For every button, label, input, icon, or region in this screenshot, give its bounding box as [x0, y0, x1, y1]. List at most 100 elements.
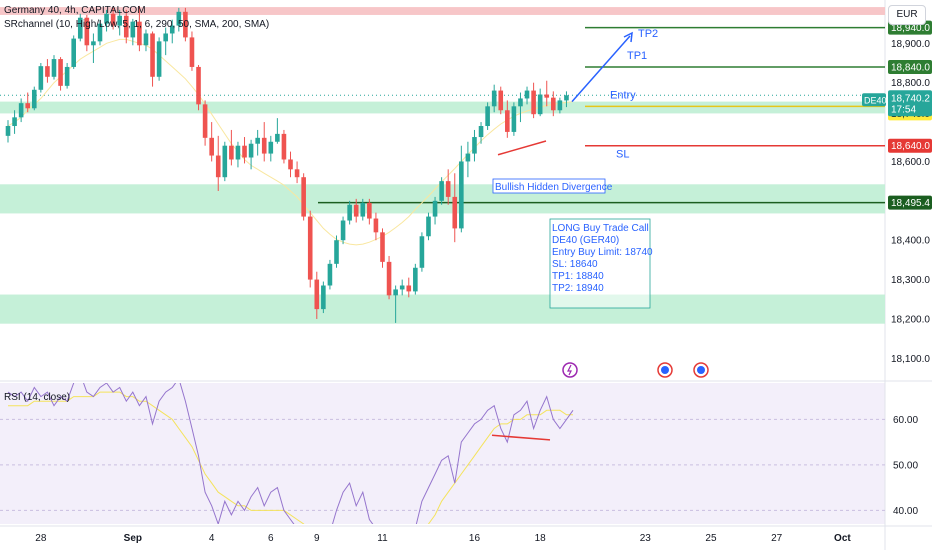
time-tick-label: 28 — [35, 533, 47, 544]
candle — [452, 173, 458, 243]
time-tick-label: 4 — [209, 533, 215, 544]
time-tick-label: 18 — [535, 533, 547, 544]
economic-event-icon[interactable] — [657, 362, 673, 378]
candle-body — [163, 33, 168, 42]
candle — [38, 63, 44, 93]
sr-zone-0 — [0, 7, 885, 15]
candle-body — [45, 66, 50, 77]
candle — [406, 277, 412, 298]
candle-body — [459, 161, 464, 229]
candle-body — [209, 137, 214, 156]
time-tick-label: 27 — [771, 533, 783, 544]
symbol-title[interactable]: Germany 40, 4h, CAPITALCOM — [4, 5, 146, 16]
candle-body — [413, 267, 418, 292]
chart-header: Germany 40, 4h, CAPITALCOM SRchannel (10… — [4, 4, 269, 32]
candle-body — [176, 11, 182, 26]
target-arrow-line — [571, 35, 631, 103]
time-tick-label: 9 — [314, 533, 320, 544]
candle — [248, 139, 254, 170]
candle — [505, 100, 510, 138]
candle-body — [150, 33, 155, 77]
candle — [380, 228, 385, 268]
rsi-tick-label: 40.00 — [893, 506, 918, 517]
rsi-line — [7, 383, 574, 524]
level-label-sl: SL — [616, 149, 629, 161]
rsi-indicator-label[interactable]: RSI (14, close) — [4, 392, 71, 403]
candle-body — [229, 145, 234, 160]
candle-body — [537, 94, 543, 115]
candle-body — [406, 285, 412, 292]
candle-body — [261, 137, 267, 154]
level-label-tp2: TP2 — [638, 28, 658, 40]
candle-body — [334, 240, 339, 264]
trade-call-line: TP1: 18840 — [552, 271, 604, 282]
candle-body — [478, 126, 484, 138]
candle — [393, 285, 398, 323]
candle — [255, 129, 260, 156]
candle-body — [51, 59, 57, 77]
candle-body — [505, 110, 510, 132]
price-tick-label: 18,600.0 — [891, 157, 930, 168]
candle-body — [314, 279, 320, 310]
trade-call-line: LONG Buy Trade Call — [552, 223, 649, 234]
candle — [150, 31, 155, 87]
candle-body — [58, 59, 63, 86]
candle — [531, 82, 536, 119]
candle-body — [91, 41, 96, 46]
indicator-label[interactable]: SRchannel (10, High/Low, 5, 1, 6, 290, 5… — [4, 19, 270, 30]
time-tick-label: 23 — [640, 533, 652, 544]
candle — [123, 9, 129, 44]
candle-body — [130, 21, 136, 38]
candle — [399, 279, 405, 296]
candle-body — [18, 103, 24, 118]
candle-body — [189, 37, 195, 67]
candle — [301, 173, 306, 221]
candle-body — [452, 196, 458, 229]
candle-body — [393, 289, 398, 296]
candle-body — [196, 66, 201, 105]
candle — [367, 198, 372, 225]
candle — [373, 212, 379, 241]
candle — [58, 57, 63, 91]
trade-call-line: DE40 (GER40) — [552, 235, 619, 246]
candle-body — [419, 236, 425, 268]
candle — [334, 235, 339, 268]
candle — [413, 263, 418, 295]
candle — [294, 161, 300, 184]
candle-body — [156, 41, 162, 77]
candle-body — [485, 106, 490, 127]
candle — [130, 18, 136, 46]
candle — [432, 196, 438, 225]
candle — [84, 14, 90, 52]
candle — [511, 102, 517, 136]
price-tick-label: 18,300.0 — [891, 275, 930, 286]
currency-button[interactable]: EUR — [888, 5, 926, 25]
candle-body — [288, 159, 293, 170]
time-tick-label: 11 — [377, 533, 388, 544]
price-tick-label: 18,200.0 — [891, 314, 930, 325]
candle-body — [551, 97, 556, 111]
candle-body — [373, 218, 379, 233]
candle — [281, 129, 287, 164]
economic-event-icon[interactable] — [693, 362, 709, 378]
symbol-badge-bg — [862, 93, 886, 107]
candle — [445, 169, 451, 205]
candle — [71, 35, 76, 69]
time-tick-label: 6 — [268, 533, 274, 544]
candle — [235, 141, 241, 168]
candle-body — [38, 66, 44, 90]
candle-body — [544, 94, 550, 98]
candle-body — [222, 145, 228, 178]
price-label-bg — [888, 195, 932, 210]
current-price-badge — [888, 90, 932, 117]
candle-body — [84, 17, 90, 46]
candle-body — [123, 15, 129, 38]
candle-body — [255, 137, 260, 144]
candle — [202, 100, 208, 146]
earnings-event-icon[interactable] — [562, 362, 578, 378]
candle — [472, 129, 477, 162]
time-tick-label: 25 — [705, 533, 717, 544]
candle-body — [498, 90, 504, 111]
candle-body — [77, 17, 83, 39]
